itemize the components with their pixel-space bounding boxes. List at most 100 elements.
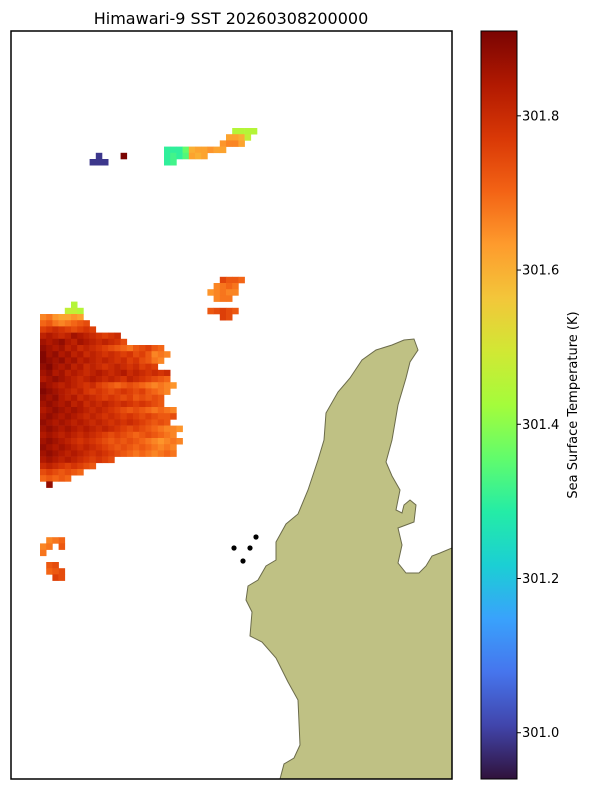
sst-cell (64, 345, 72, 352)
sst-cell (83, 326, 90, 333)
sst-cell (40, 431, 47, 439)
sst-cell (77, 419, 84, 426)
sst-cell (145, 394, 152, 402)
sst-cell (52, 388, 59, 395)
sst-cell (120, 376, 128, 383)
sst-cell (58, 320, 66, 327)
sst-cell (83, 413, 90, 420)
sst-cell (46, 568, 53, 575)
sst-cell (58, 314, 66, 321)
sst-cell (157, 419, 165, 426)
sst-cell (201, 146, 208, 154)
sst-cell (120, 413, 128, 420)
sst-cell (52, 351, 59, 358)
sst-cell (102, 338, 109, 346)
sst-cells (40, 128, 258, 581)
sst-cell (52, 382, 59, 389)
sst-cell (108, 351, 115, 358)
sst-cell (145, 363, 152, 371)
sst-cell (232, 307, 239, 315)
sst-cell (145, 357, 152, 364)
sst-cell (64, 438, 72, 445)
sst-cell (77, 307, 84, 315)
sst-cell (102, 332, 109, 340)
sst-cell (120, 345, 128, 352)
sst-cell (195, 152, 202, 160)
sst-cell (157, 407, 165, 414)
sst-cell (46, 456, 53, 464)
sst-cell (46, 469, 53, 476)
sst-cell (64, 444, 72, 451)
sst-cell (77, 332, 84, 340)
sst-cell (77, 345, 84, 352)
sst-cell (139, 407, 146, 414)
sst-cell (133, 413, 140, 420)
sst-cell (139, 376, 146, 383)
sst-cell (77, 369, 84, 377)
sst-cell (58, 345, 66, 352)
sst-cell (58, 543, 66, 550)
sst-cell (102, 345, 109, 352)
sst-cell (164, 146, 171, 154)
sst-cell (52, 363, 59, 371)
sst-cell (64, 425, 72, 433)
sst-cell (207, 289, 214, 296)
sst-cell (164, 376, 171, 383)
sst-cell (139, 394, 146, 402)
island-dot (231, 545, 237, 551)
sst-cell (102, 444, 109, 451)
sst-cell (95, 431, 103, 439)
sst-cell (201, 152, 208, 160)
sst-cell (40, 345, 47, 352)
sst-cell (164, 450, 171, 457)
sst-cell (89, 450, 97, 457)
sst-cell (145, 431, 152, 439)
sst-cell (58, 326, 66, 333)
colorbar-tick-label: 301.4 (522, 418, 559, 433)
sst-cell (58, 574, 66, 581)
sst-cell (102, 357, 109, 364)
sst-cell (114, 394, 121, 402)
sst-cell (133, 400, 140, 408)
sst-cell (114, 413, 121, 420)
sst-cell (133, 351, 140, 358)
sst-cell (77, 376, 84, 383)
sst-cell (219, 314, 227, 321)
sst-cell (108, 425, 115, 433)
sst-cell (207, 307, 214, 315)
sst-cell (89, 363, 97, 371)
sst-cell (52, 332, 59, 340)
sst-cell (77, 407, 84, 414)
sst-cell (145, 438, 152, 445)
sst-cell (40, 314, 47, 321)
sst-cell (232, 134, 239, 141)
sst-cell (77, 338, 84, 346)
sst-cell (157, 376, 165, 383)
sst-cell (219, 283, 227, 290)
sst-cell (126, 431, 134, 439)
sst-cell (151, 431, 159, 439)
sst-cell (139, 388, 146, 395)
colorbar-tick-label: 301.6 (522, 264, 559, 279)
sst-cell (102, 431, 109, 439)
sst-cell (46, 332, 53, 340)
sst-cell (120, 425, 128, 433)
sst-cell (95, 382, 103, 389)
sst-cell (244, 128, 252, 135)
sst-cell (52, 475, 59, 482)
sst-cell (46, 462, 53, 470)
sst-cell (71, 345, 78, 352)
sst-cell (232, 289, 239, 296)
sst-cell (64, 394, 72, 402)
sst-cell (83, 462, 90, 470)
sst-cell (126, 394, 134, 402)
sst-cell (58, 400, 66, 408)
sst-cell (164, 388, 171, 395)
sst-cell (52, 394, 59, 402)
sst-cell (89, 159, 97, 166)
sst-cell (151, 357, 159, 364)
sst-cell (71, 307, 78, 315)
sst-cell (40, 438, 47, 445)
sst-cell (133, 425, 140, 433)
